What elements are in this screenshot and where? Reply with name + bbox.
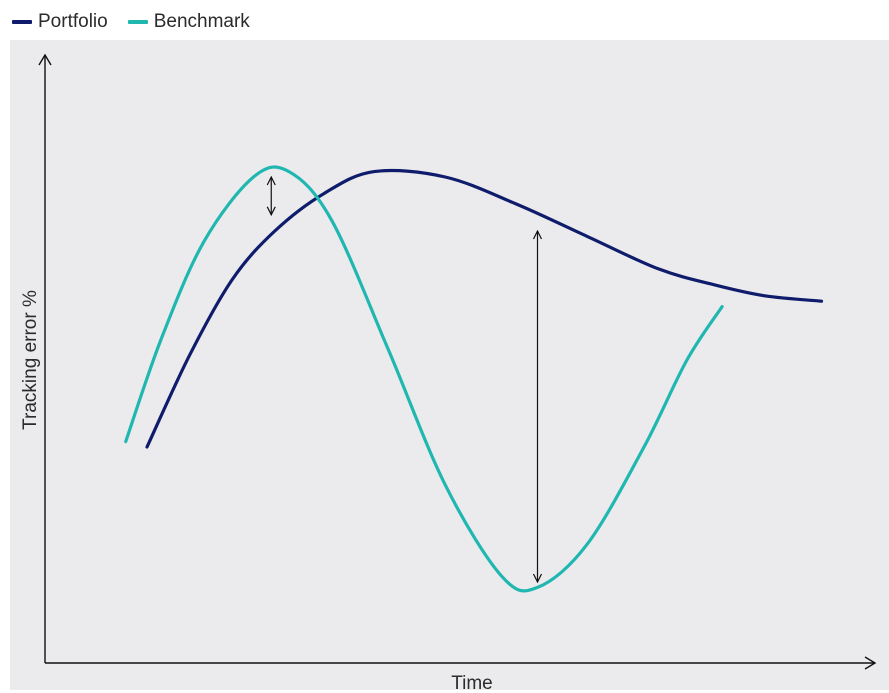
legend-swatch-benchmark: [127, 20, 148, 24]
legend-item-benchmark: Benchmark: [127, 11, 250, 33]
x-axis-label: Time: [451, 673, 493, 693]
legend-label-benchmark: Benchmark: [153, 11, 250, 32]
legend-swatch-portfolio: [12, 20, 32, 24]
series-line-portfolio: [145, 168, 824, 449]
legend-item-portfolio: Portfolio: [12, 11, 108, 33]
plot-background: [10, 40, 889, 690]
legend: Portfolio Benchmark: [12, 11, 250, 33]
series-layer: [124, 165, 824, 593]
y-axis-label: Tracking error %: [20, 290, 41, 430]
annotation-layer: [271, 177, 537, 582]
legend-label-portfolio: Portfolio: [38, 11, 108, 32]
series-line-benchmark: [124, 165, 724, 593]
